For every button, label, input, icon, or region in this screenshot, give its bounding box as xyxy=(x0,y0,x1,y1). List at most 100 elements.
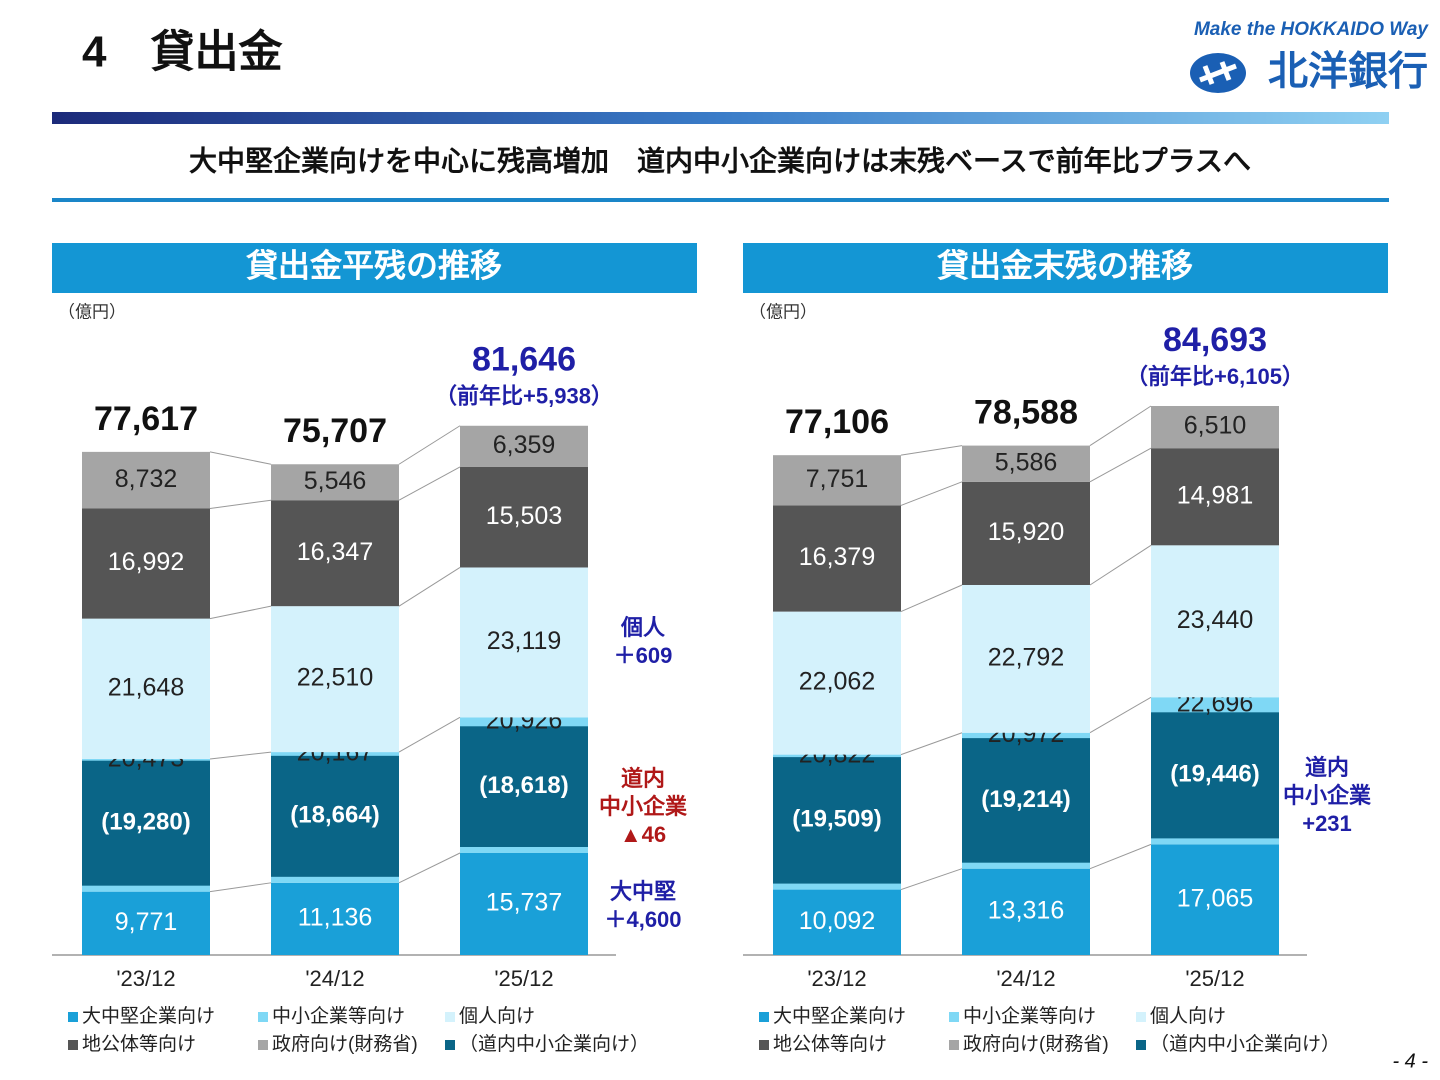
value-label: 15,920 xyxy=(988,518,1064,546)
bar-segment xyxy=(1151,545,1279,698)
value-label: 6,510 xyxy=(1184,412,1247,440)
value-label: 11,136 xyxy=(298,904,373,932)
bar-segment xyxy=(271,464,399,501)
annotation: 大中堅 ＋4,600 xyxy=(604,879,681,932)
total-label: 81,646 xyxy=(472,341,576,379)
unit-label: （億円） xyxy=(749,302,817,321)
bar-segment xyxy=(773,455,901,506)
tagline: Make the HOKKAIDO Way xyxy=(1194,19,1429,40)
legend-swatch xyxy=(949,1040,959,1050)
bar-overlay xyxy=(460,726,588,847)
legend-label: 政府向け(財務省) xyxy=(272,1033,418,1055)
total-label: 77,106 xyxy=(785,403,889,441)
bar-segment xyxy=(271,882,399,955)
bar-overlay xyxy=(271,755,399,877)
value-label: 23,440 xyxy=(1177,606,1253,634)
connector xyxy=(1089,696,1152,734)
legend-swatch xyxy=(445,1040,455,1050)
legend-label: 大中堅企業向け xyxy=(82,1005,215,1027)
connector xyxy=(1089,843,1152,870)
slide-title: 4 貸出金 xyxy=(82,28,283,77)
connector xyxy=(398,852,461,884)
value-label: 8,732 xyxy=(115,465,178,493)
unit-label: （億円） xyxy=(58,302,126,321)
overlay-label: (19,280) xyxy=(101,809,190,836)
annotation-line: +231 xyxy=(1302,811,1352,836)
panel-title: 貸出金末残の推移 xyxy=(937,247,1193,283)
bar-overlay xyxy=(773,757,901,884)
value-label: 9,771 xyxy=(115,908,178,936)
bar-segment xyxy=(460,425,588,467)
connector xyxy=(1089,544,1152,586)
legend-swatch xyxy=(1136,1012,1146,1022)
subtitle: 大中堅企業向けを中心に残高増加 道内中小企業向けは末残ベースで前年比プラスへ xyxy=(189,144,1251,176)
bar-segment xyxy=(82,618,210,759)
legend-label: 地公体等向け xyxy=(773,1033,887,1055)
value-label: 6,359 xyxy=(493,431,556,459)
connector xyxy=(900,732,963,756)
legend-label: 中小企業等向け xyxy=(963,1005,1096,1027)
connector xyxy=(209,499,272,509)
overlay-label: (19,509) xyxy=(792,806,881,833)
x-tick-label: '24/12 xyxy=(996,966,1055,991)
bar-segment xyxy=(271,500,399,607)
connector xyxy=(209,751,272,760)
subtitle-rule xyxy=(52,198,1389,202)
legend-label: 政府向け(財務省) xyxy=(963,1033,1109,1055)
value-label: 5,586 xyxy=(995,448,1058,476)
legend-label: 地公体等向け xyxy=(82,1033,196,1055)
annotation-line: ＋609 xyxy=(614,643,673,668)
bar-segment xyxy=(460,567,588,718)
bar-segment xyxy=(1151,448,1279,546)
legend-label: （道内中小企業向け） xyxy=(1150,1033,1340,1055)
legend-label: （道内中小企業向け） xyxy=(459,1033,649,1055)
annotation-line: ＋4,600 xyxy=(604,907,681,932)
x-tick-label: '24/12 xyxy=(305,966,364,991)
bar-segment xyxy=(460,466,588,568)
legend-swatch xyxy=(258,1012,268,1022)
bank-name: 北洋銀行 xyxy=(1268,50,1428,94)
value-label: 17,065 xyxy=(1177,884,1253,912)
legend-swatch xyxy=(445,1012,455,1022)
bar-segment xyxy=(460,852,588,955)
value-label: 15,503 xyxy=(486,502,562,530)
connector xyxy=(398,466,461,501)
header-bar xyxy=(52,112,1389,124)
value-label: 14,981 xyxy=(1177,481,1253,509)
value-label: 16,347 xyxy=(297,538,373,566)
total-label: 77,617 xyxy=(94,400,198,438)
connector xyxy=(900,481,963,506)
legend-swatch xyxy=(759,1012,769,1022)
connector xyxy=(398,567,461,607)
value-label: 13,316 xyxy=(988,896,1064,924)
panel-title: 貸出金平残の推移 xyxy=(246,247,502,283)
annotation: 道内中小企業 +231 xyxy=(1283,755,1372,836)
value-label: 22,062 xyxy=(799,668,875,696)
total-label: 78,588 xyxy=(974,394,1078,432)
legend-label: 個人向け xyxy=(459,1005,535,1027)
annotation: 道内中小企業 ▲46 xyxy=(599,766,688,847)
annotation-line: 道内 xyxy=(1305,755,1349,780)
value-label: 23,119 xyxy=(487,627,562,655)
connector xyxy=(209,882,272,893)
annotation-line: 中小企業 xyxy=(1283,783,1372,808)
total-label: 84,693 xyxy=(1163,321,1267,359)
bar-overlay xyxy=(1151,712,1279,839)
connector xyxy=(900,868,963,891)
annotation-line: 中小企業 xyxy=(599,794,688,819)
bar-segment xyxy=(82,451,210,509)
bar-segment xyxy=(962,584,1090,733)
legend-swatch xyxy=(949,1012,959,1022)
bar-segment xyxy=(773,611,901,755)
legend-label: 大中堅企業向け xyxy=(773,1005,906,1027)
bar-overlay xyxy=(82,760,210,886)
legend-swatch xyxy=(1136,1040,1146,1050)
bar-segment xyxy=(962,445,1090,482)
x-tick-label: '25/12 xyxy=(1185,966,1244,991)
connector xyxy=(900,584,963,613)
value-label: 7,751 xyxy=(806,465,869,493)
connector xyxy=(209,451,272,465)
annotation: 個人 ＋609 xyxy=(614,615,673,668)
